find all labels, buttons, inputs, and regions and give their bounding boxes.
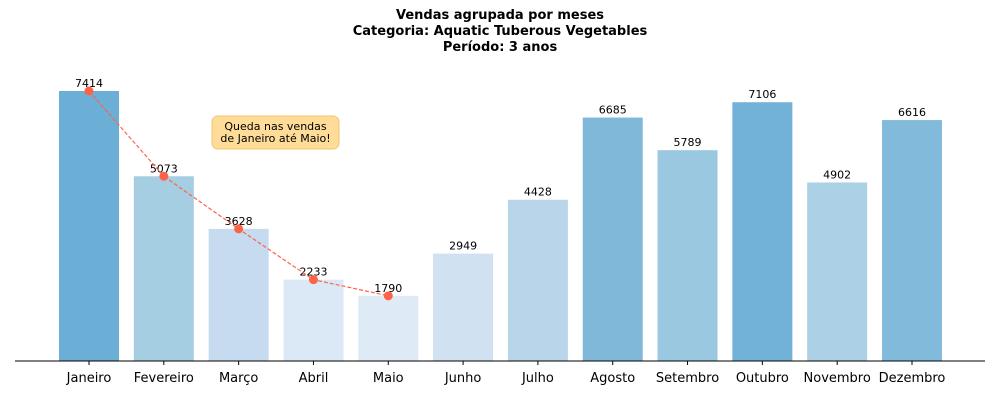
bar-agosto — [582, 117, 643, 361]
trend-marker-janeiro — [84, 86, 94, 96]
bar-fevereiro — [133, 176, 194, 361]
x-tick-label-dezembro: Dezembro — [879, 371, 946, 386]
bar-outubro — [732, 102, 793, 361]
value-label-agosto: 6685 — [599, 104, 627, 117]
value-label-maio: 1790 — [374, 282, 402, 295]
chart-title-line-3: Período: 3 anos — [443, 40, 558, 55]
value-label-julho: 4428 — [524, 186, 552, 199]
annotation-line-2: de Janeiro até Maio! — [220, 132, 330, 145]
x-tick-label-novembro: Novembro — [804, 371, 871, 386]
value-label-janeiro: 7414 — [75, 77, 103, 90]
annotation-line-1: Queda nas vendas — [224, 120, 327, 133]
bar-abril — [283, 279, 344, 361]
x-tick-label-agosto: Agosto — [590, 371, 635, 386]
x-tick-label-setembro: Setembro — [656, 371, 719, 386]
chart-title-line-2: Categoria: Aquatic Tuberous Vegetables — [353, 24, 648, 39]
x-tick-label-março: Março — [219, 371, 258, 386]
chart-title: Vendas agrupada por meses Categoria: Aqu… — [353, 8, 648, 55]
x-tick-label-janeiro: Janeiro — [66, 371, 112, 386]
x-tick-group: Janeiro Fevereiro Março Abril Maio Junho Julho… — [66, 361, 946, 386]
annotation-box — [211, 115, 340, 150]
value-label-abril: 2233 — [299, 266, 327, 279]
chart-title-line-1: Vendas agrupada por meses — [396, 8, 604, 23]
value-label-outubro: 7106 — [748, 88, 776, 101]
bar-maio — [358, 295, 419, 361]
x-tick-label-julho: Julho — [521, 371, 554, 386]
x-tick-label-maio: Maio — [373, 371, 404, 386]
annotation-group: Queda nas vendas de Janeiro até Maio! — [211, 115, 340, 150]
trend-marker-maio — [383, 291, 393, 301]
x-tick-label-abril: Abril — [299, 371, 329, 386]
trend-marker-fevereiro — [159, 171, 169, 181]
bar-janeiro — [59, 91, 119, 361]
value-label-setembro: 5789 — [674, 136, 702, 149]
x-tick-label-outubro: Outubro — [736, 371, 789, 386]
trend-line-group — [84, 86, 393, 301]
value-label-março: 3628 — [225, 215, 253, 228]
x-tick-label-junho: Junho — [444, 371, 482, 386]
bar-março — [208, 228, 269, 361]
bar-novembro — [807, 182, 868, 361]
bar-julho — [507, 199, 568, 361]
value-label-junho: 2949 — [449, 240, 477, 253]
trend-marker-abril — [308, 275, 318, 285]
x-tick-label-fevereiro: Fevereiro — [134, 371, 194, 386]
value-label-novembro: 4902 — [823, 168, 851, 181]
value-labels-group: 7414 5073 3628 2233 1790 2949 4428 6685 5789 7106… — [75, 77, 926, 295]
bars-group — [59, 91, 942, 361]
trend-marker-março — [234, 224, 244, 234]
value-label-dezembro: 6616 — [898, 106, 926, 119]
bar-setembro — [657, 150, 718, 361]
bar-dezembro — [882, 120, 942, 361]
value-label-fevereiro: 5073 — [150, 162, 178, 175]
bar-junho — [433, 253, 494, 361]
